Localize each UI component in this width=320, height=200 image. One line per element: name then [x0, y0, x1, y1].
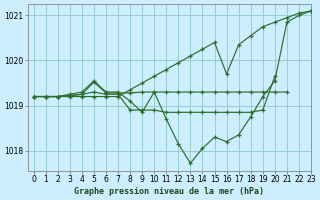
- X-axis label: Graphe pression niveau de la mer (hPa): Graphe pression niveau de la mer (hPa): [74, 187, 264, 196]
